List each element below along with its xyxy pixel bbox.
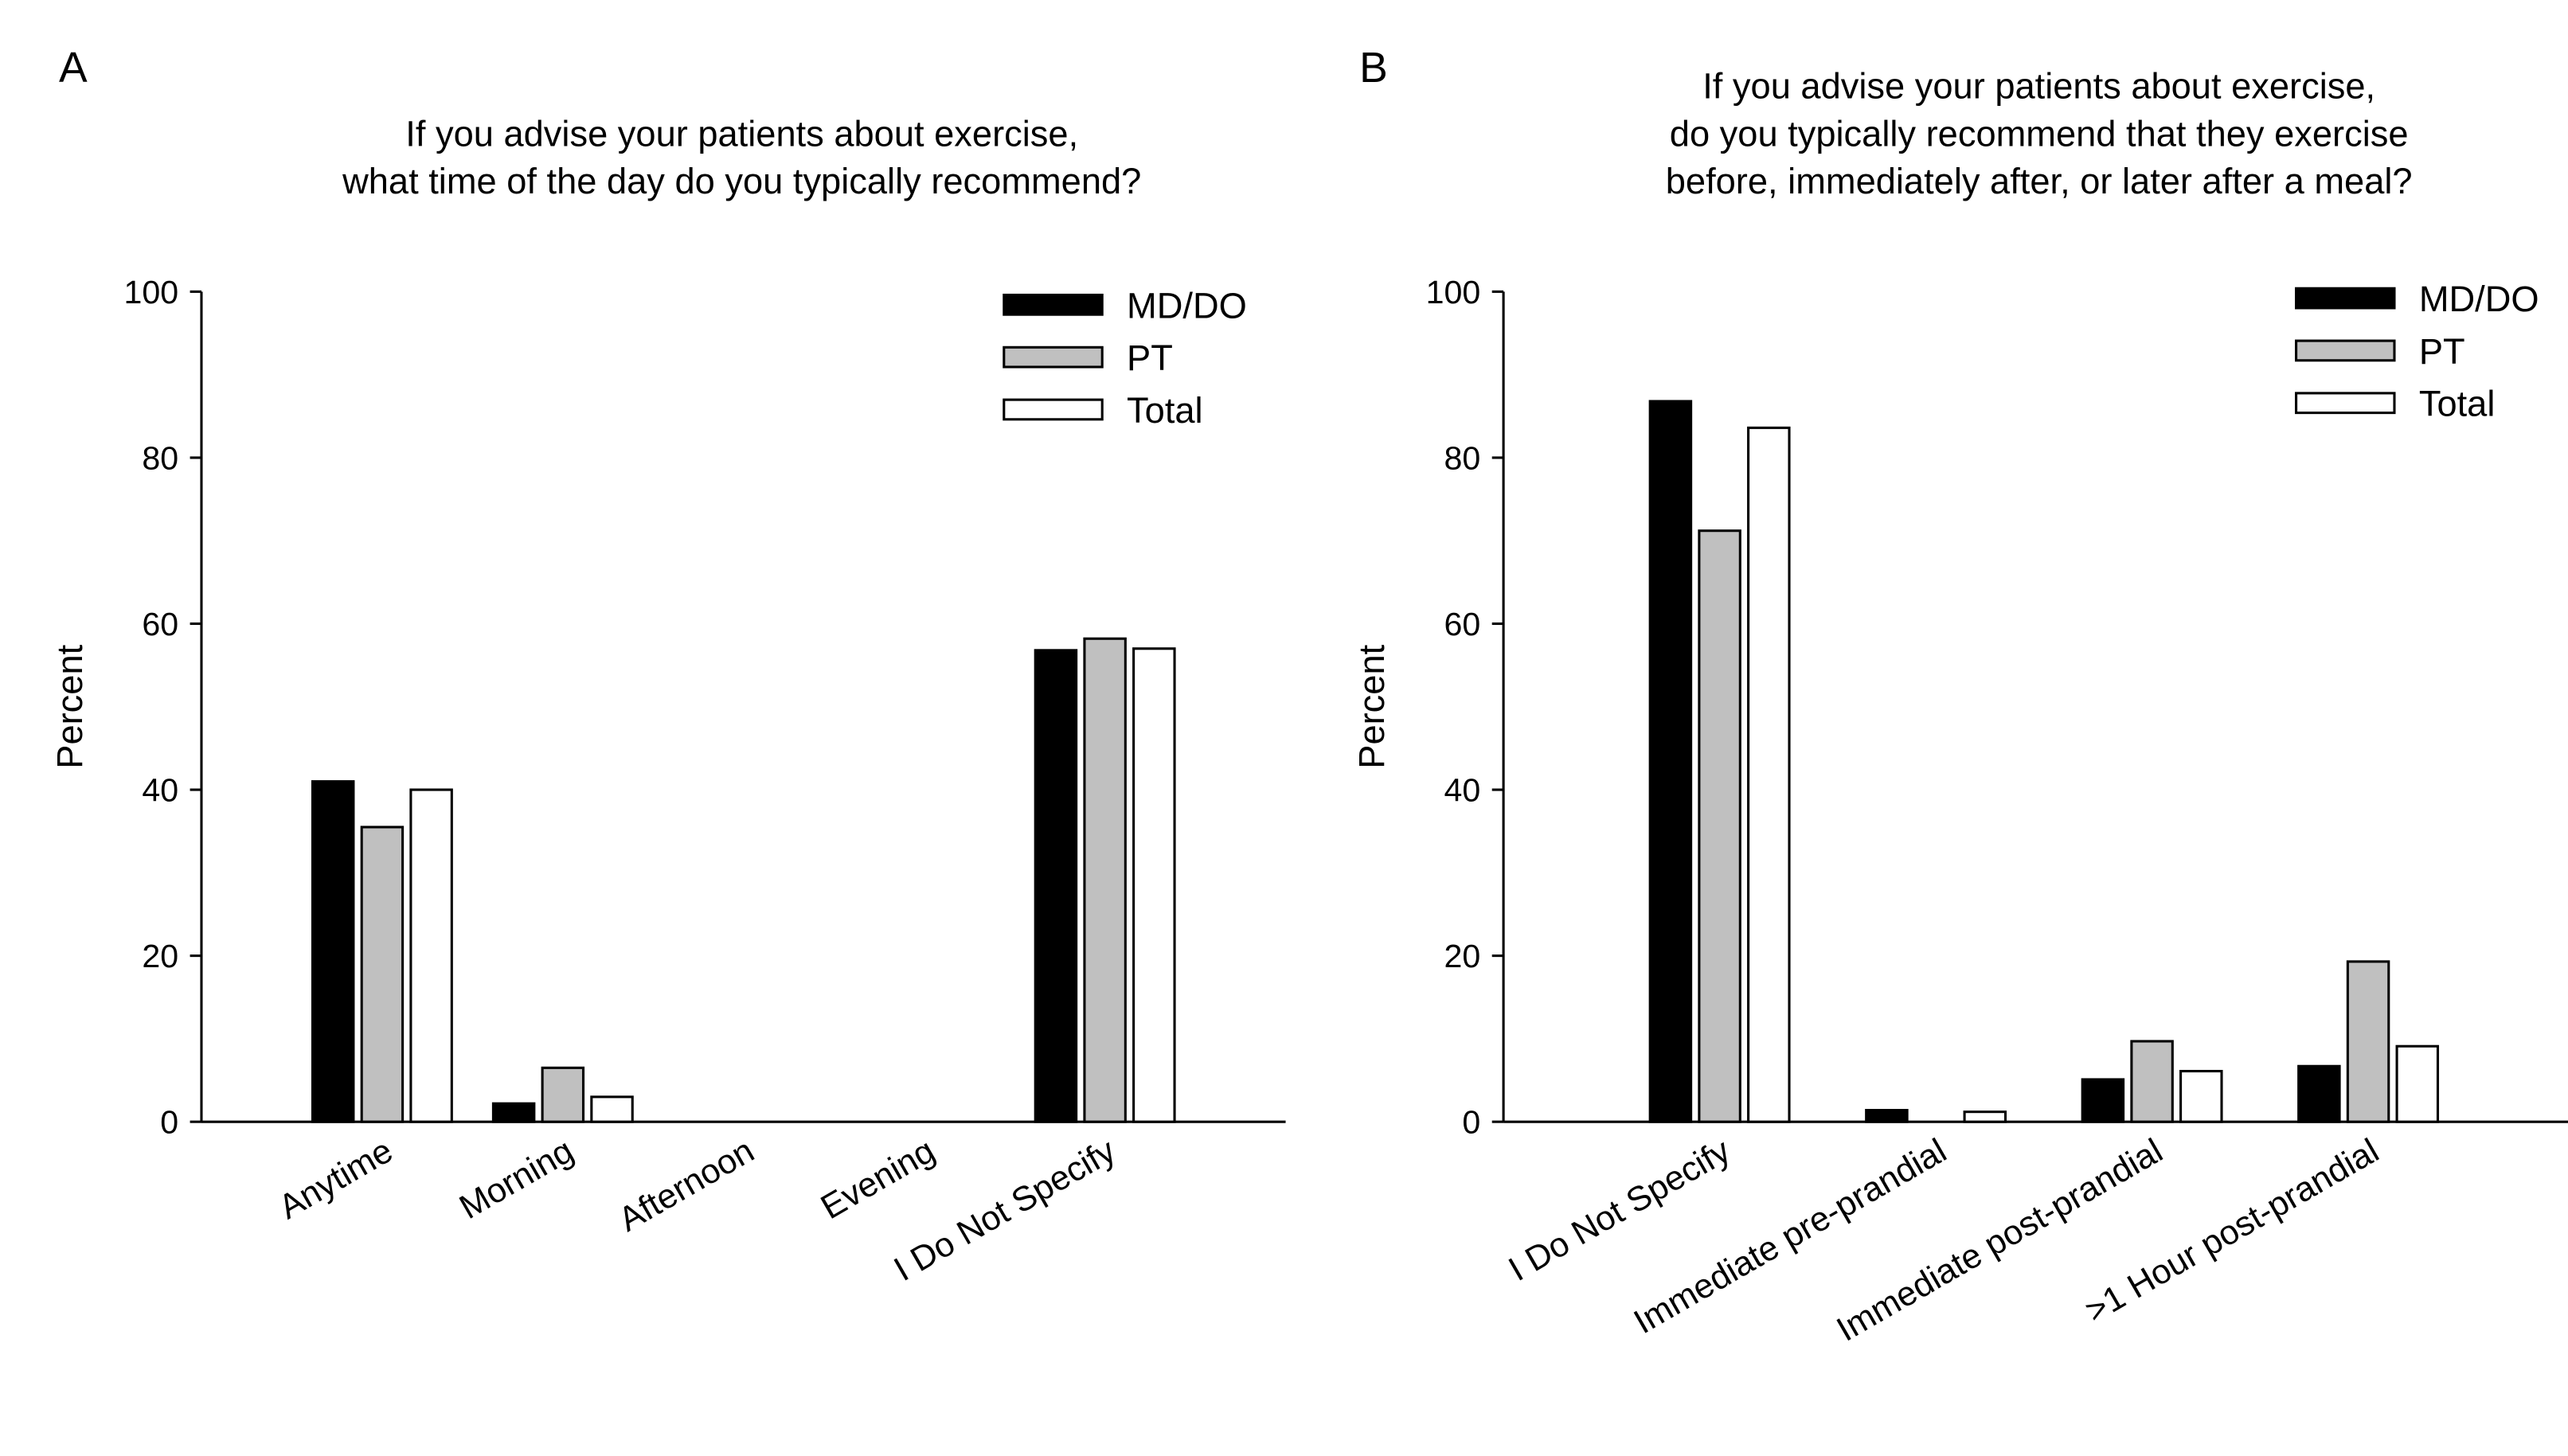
x-tick-label: Evening	[815, 1131, 941, 1227]
bar	[491, 1102, 536, 1123]
bar	[1034, 649, 1078, 1123]
bar	[1698, 529, 1741, 1123]
legend-label: Total	[1127, 390, 1203, 431]
legend-label: PT	[1127, 338, 1173, 378]
y-tick-label: 100	[1426, 274, 1481, 310]
x-tick-label: Morning	[453, 1131, 580, 1227]
legend-swatch	[1003, 345, 1104, 369]
bar	[1083, 637, 1127, 1123]
panel-label: A	[59, 45, 88, 92]
legend-swatch	[1003, 293, 1104, 316]
chart-title: what time of the day do you typically re…	[342, 161, 1141, 201]
y-tick-label: 0	[1462, 1104, 1480, 1141]
bar	[541, 1066, 585, 1123]
y-tick-label: 80	[142, 439, 178, 476]
chart-title: do you typically recommend that they exe…	[1670, 113, 2409, 154]
legend-swatch	[1003, 398, 1104, 421]
y-tick-label: 80	[1444, 439, 1481, 476]
y-tick-label: 60	[142, 606, 178, 642]
bar	[360, 826, 405, 1123]
y-axis-label: Percent	[1351, 644, 1392, 768]
bar	[2179, 1069, 2223, 1123]
bar	[1648, 400, 1693, 1123]
bar	[2081, 1078, 2125, 1123]
bar	[2297, 1064, 2341, 1123]
bar	[1963, 1111, 2007, 1123]
bar	[311, 780, 355, 1123]
chart-title: If you advise your patients about exerci…	[1702, 66, 2375, 107]
y-tick-label: 20	[1444, 938, 1481, 974]
bar	[2395, 1044, 2440, 1123]
legend-swatch	[2295, 339, 2396, 362]
y-tick-label: 20	[142, 938, 178, 974]
legend-label: MD/DO	[1127, 285, 1247, 326]
bar	[2346, 960, 2390, 1123]
y-tick-label: 40	[1444, 771, 1481, 808]
bar	[1865, 1109, 1909, 1123]
y-tick-label: 100	[124, 274, 179, 310]
x-tick-label: Afternoon	[612, 1131, 760, 1239]
panel-label: B	[1359, 45, 1388, 92]
y-tick-label: 40	[142, 771, 178, 808]
chart-title: before, immediately after, or later afte…	[1666, 161, 2413, 201]
legend-label: Total	[2419, 384, 2496, 424]
panel: A If you advise your patients about exerc…	[49, 45, 1286, 1289]
bar	[2130, 1040, 2174, 1123]
bar	[1132, 647, 1176, 1123]
bar	[409, 788, 453, 1123]
legend-swatch	[2295, 392, 2396, 415]
bar	[1747, 426, 1791, 1123]
legend-label: MD/DO	[2419, 279, 2539, 319]
y-axis-label: Percent	[49, 644, 90, 768]
legend-swatch	[2295, 287, 2396, 310]
legend-label: PT	[2419, 331, 2465, 372]
y-tick-label: 0	[160, 1104, 178, 1141]
panel: B If you advise your patients about exerc…	[1351, 45, 2568, 1349]
chart-title: If you advise your patients about exerci…	[405, 113, 1078, 154]
y-tick-label: 60	[1444, 606, 1481, 642]
bar	[590, 1095, 634, 1123]
x-tick-label: Anytime	[272, 1131, 399, 1227]
